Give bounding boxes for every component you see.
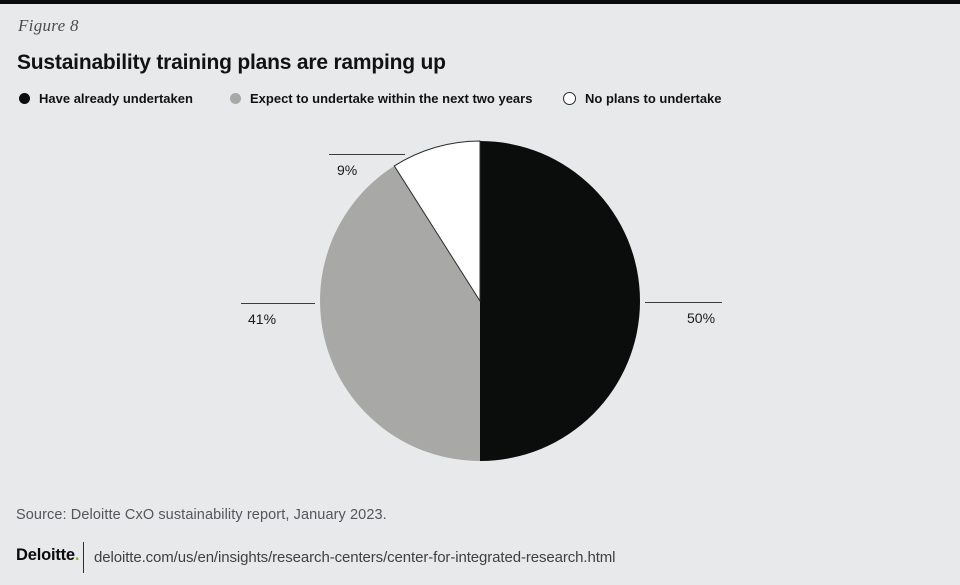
- legend-label: Expect to undertake within the next two …: [250, 90, 533, 106]
- footer-divider: [83, 542, 84, 573]
- deloitte-green-dot-icon: .: [74, 546, 80, 564]
- data-label-50pct: 50%: [687, 310, 716, 326]
- pie-chart-area: [310, 131, 650, 471]
- legend-item-have-already: Have already undertaken: [19, 90, 193, 106]
- pie-slice-1: [320, 165, 480, 461]
- figure-label: Figure 8: [18, 16, 79, 35]
- source-note: Source: Deloitte CxO sustainability repo…: [16, 507, 387, 523]
- legend-label: No plans to undertake: [585, 90, 722, 106]
- callout-line-50pct: [645, 302, 722, 303]
- top-accent-bar: [0, 0, 960, 4]
- data-label-9pct: 9%: [337, 162, 358, 178]
- page-title: Sustainability training plans are rampin…: [17, 51, 446, 74]
- callout-line-9pct: [329, 154, 405, 155]
- legend-swatch-black-circle-icon: [19, 92, 30, 104]
- deloitte-logo: Deloitte.: [16, 546, 80, 565]
- chart-legend: Have already undertaken Expect to undert…: [0, 90, 960, 106]
- pie-slice-0: [480, 141, 640, 461]
- pie-chart: [320, 140, 640, 461]
- legend-item-expect-to-undertake: Expect to undertake within the next two …: [230, 90, 532, 106]
- footer-url: deloitte.com/us/en/insights/research-cen…: [94, 549, 616, 566]
- legend-label: Have already undertaken: [39, 90, 193, 106]
- legend-item-no-plans: No plans to undertake: [563, 90, 722, 106]
- callout-line-41pct: [241, 303, 315, 304]
- legend-swatch-white-circle-icon: [563, 91, 576, 105]
- data-label-41pct: 41%: [248, 311, 277, 327]
- deloitte-logo-text: Deloitte: [16, 546, 75, 564]
- pie-slice-2: [393, 140, 481, 303]
- legend-swatch-gray-circle-icon: [230, 92, 241, 104]
